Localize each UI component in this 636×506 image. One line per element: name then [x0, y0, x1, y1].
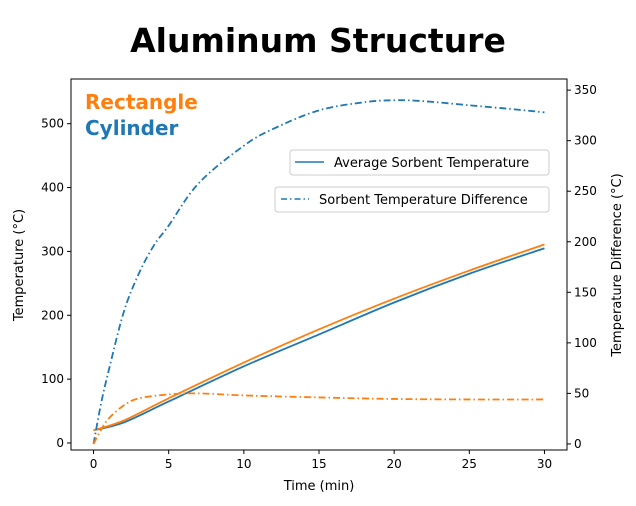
x-tick-label: 0: [90, 457, 98, 471]
x-tick-label: 30: [537, 457, 552, 471]
y-axis-right: 0 50 100 150 200 250 300 350: [567, 83, 597, 451]
y-axis-left: 0 100 200 300 400 500: [41, 117, 71, 450]
x-tick-label: 15: [311, 457, 326, 471]
legend-difference: Sorbent Temperature Difference: [274, 186, 550, 213]
y2-axis-label: Temperature Difference (°C): [610, 173, 625, 357]
y2-tick-label: 350: [574, 83, 597, 97]
y2-tick-label: 100: [574, 336, 597, 350]
y-tick-label: 100: [41, 372, 64, 386]
y2-tick-label: 150: [574, 285, 597, 299]
y-tick-label: 0: [56, 436, 64, 450]
x-tick-label: 10: [236, 457, 251, 471]
plot-area: [92, 99, 545, 445]
y2-tick-label: 300: [574, 134, 597, 148]
y-tick-label: 300: [41, 244, 64, 258]
annotation-cylinder: Cylinder: [85, 116, 179, 140]
annotation-rectangle: Rectangle: [85, 90, 198, 114]
series-cylinder-average: [93, 247, 545, 432]
y-tick-label: 200: [41, 308, 64, 322]
x-tick-label: 5: [165, 457, 173, 471]
y2-tick-label: 250: [574, 184, 597, 198]
series-cylinder-difference: [92, 99, 545, 445]
legend-average: Average Sorbent Temperature: [289, 149, 550, 176]
x-axis: 0 5 10 15 20 25 30: [90, 450, 552, 471]
y-axis-label: Temperature (°C): [12, 209, 27, 322]
y2-tick-label: 200: [574, 235, 597, 249]
y2-tick-label: 0: [574, 437, 582, 451]
series-rectangle-difference: [92, 392, 545, 445]
x-tick-label: 20: [387, 457, 402, 471]
y-tick-label: 500: [41, 117, 64, 131]
legend-label-average: Average Sorbent Temperature: [334, 156, 529, 171]
x-axis-label: Time (min): [283, 479, 355, 494]
chart-title: Aluminum Structure: [130, 21, 506, 60]
legend-label-difference: Sorbent Temperature Difference: [319, 193, 528, 208]
x-tick-label: 25: [462, 457, 477, 471]
y-tick-label: 400: [41, 181, 64, 195]
series-rectangle-average: [93, 243, 545, 432]
y2-tick-label: 50: [574, 386, 589, 400]
